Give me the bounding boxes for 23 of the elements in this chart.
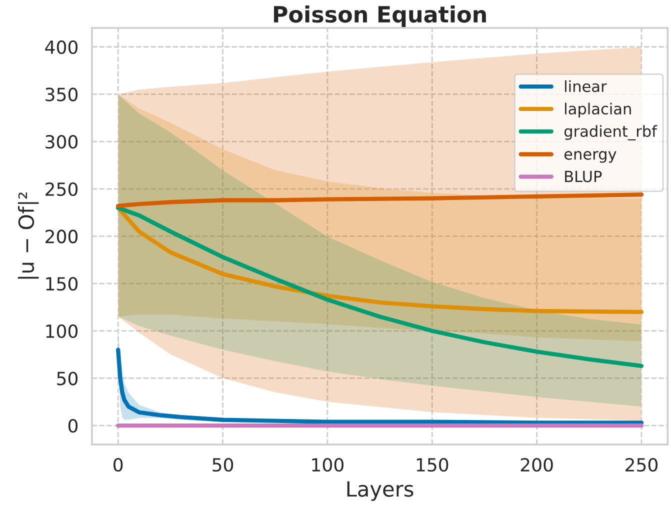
y-tick-label: 0	[68, 419, 78, 433]
legend-label: gradient_rbf	[564, 125, 658, 140]
y-tick-label: 350	[46, 88, 78, 102]
y-tick-label: 300	[46, 135, 78, 149]
y-tick-label: 150	[46, 277, 78, 291]
y-tick-label: 200	[46, 230, 78, 244]
y-tick-label: 400	[45, 40, 78, 54]
legend-label: linear	[565, 80, 607, 92]
legend-label: energy	[564, 151, 616, 163]
x-tick-label: 0	[114, 458, 123, 472]
x-tick-label: 100	[312, 458, 344, 472]
y-axis-title: |u − Of|²	[18, 192, 39, 279]
x-tick-label: 50	[212, 458, 234, 472]
chart-title: Poisson Equation	[274, 6, 486, 28]
y-tick-label: 100	[46, 324, 78, 338]
x-axis-title: Layers	[347, 481, 414, 501]
y-tick-label: 50	[57, 372, 78, 386]
x-tick-label: 250	[626, 458, 658, 472]
x-tick-label: 200	[520, 458, 553, 472]
legend-label: laplacian	[565, 102, 631, 118]
x-tick-label: 150	[416, 458, 448, 472]
legend-label: BLUP	[565, 170, 602, 182]
y-tick-label: 250	[46, 182, 78, 196]
